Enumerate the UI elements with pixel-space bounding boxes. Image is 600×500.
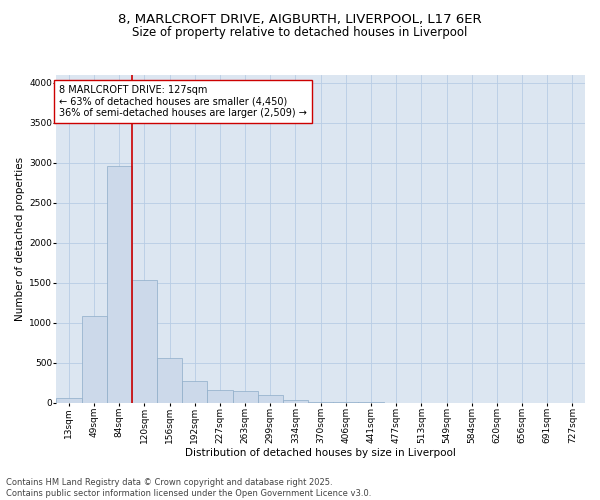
Y-axis label: Number of detached properties: Number of detached properties (15, 157, 25, 321)
Bar (233, 391, 258, 403)
Bar (157, 358, 182, 403)
Text: 8, MARLCROFT DRIVE, AIGBURTH, LIVERPOOL, L17 6ER: 8, MARLCROFT DRIVE, AIGBURTH, LIVERPOOL,… (118, 12, 482, 26)
Bar (132, 280, 157, 403)
X-axis label: Distribution of detached houses by size in Liverpool: Distribution of detached houses by size … (185, 448, 456, 458)
Bar (56, 398, 82, 403)
Text: 8 MARLCROFT DRIVE: 127sqm
← 63% of detached houses are smaller (4,450)
36% of se: 8 MARLCROFT DRIVE: 127sqm ← 63% of detac… (59, 85, 307, 118)
Bar (107, 166, 132, 403)
Bar (308, 402, 333, 403)
Bar (333, 402, 358, 403)
Bar (258, 395, 283, 403)
Text: Size of property relative to detached houses in Liverpool: Size of property relative to detached ho… (133, 26, 467, 39)
Bar (82, 316, 107, 403)
Bar (283, 400, 308, 403)
Bar (182, 381, 208, 403)
Text: Contains HM Land Registry data © Crown copyright and database right 2025.
Contai: Contains HM Land Registry data © Crown c… (6, 478, 371, 498)
Bar (208, 390, 233, 403)
